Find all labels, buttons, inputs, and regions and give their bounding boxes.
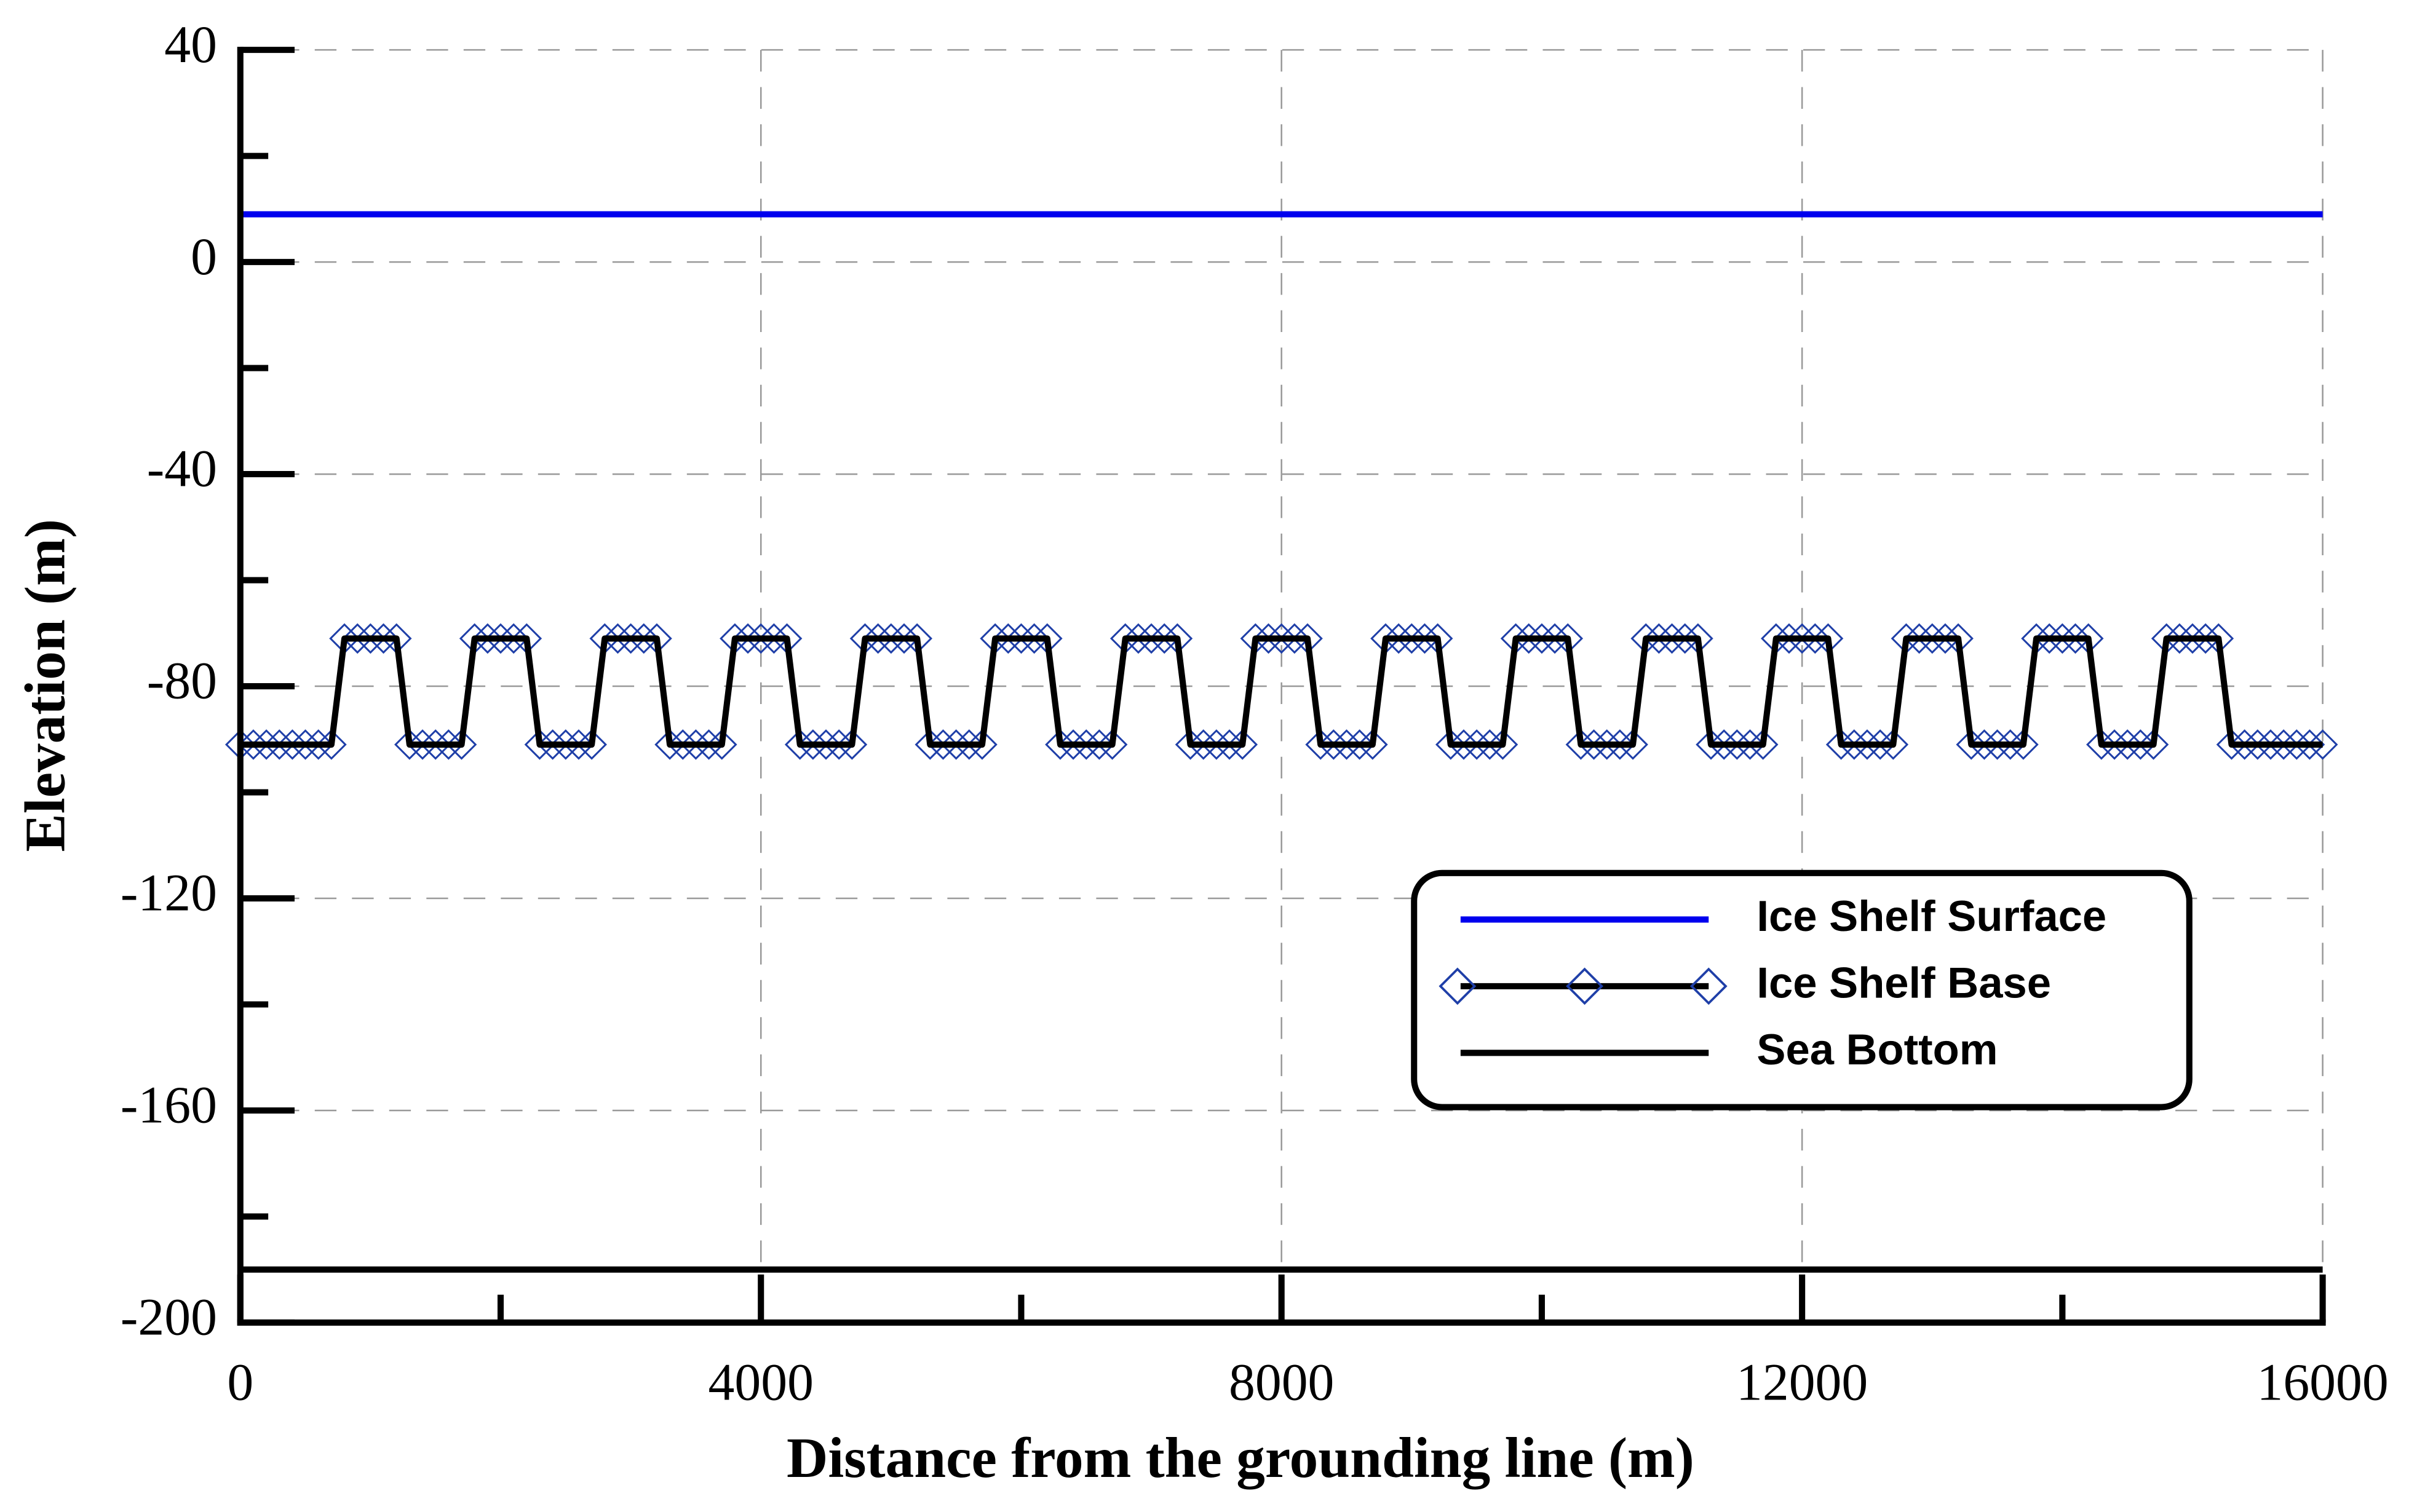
marker (1747, 729, 1779, 760)
marker (641, 623, 672, 654)
x-tick-label: 12000 (1736, 1353, 1868, 1412)
x-tick-label: 16000 (2256, 1353, 2388, 1412)
legend-label: Ice Shelf Surface (1756, 892, 2106, 940)
marker (2307, 729, 2338, 760)
x-tick-label: 0 (227, 1353, 253, 1412)
marker (316, 729, 347, 760)
marker (2138, 729, 2169, 760)
y-tick-label: -80 (147, 652, 217, 710)
marker (2073, 623, 2104, 654)
marker (1617, 729, 1648, 760)
legend-marker (1439, 967, 1477, 1005)
marker (1357, 729, 1388, 760)
marker (836, 729, 868, 760)
legend-label: Ice Shelf Base (1756, 959, 2051, 1007)
marker (1227, 729, 1258, 760)
marker (1487, 729, 1518, 760)
marker (576, 729, 607, 760)
marker (706, 729, 737, 760)
x-tick-label: 8000 (1229, 1353, 1334, 1412)
marker (381, 623, 412, 654)
marker (511, 623, 542, 654)
marker (446, 729, 477, 760)
y-tick-label: -160 (121, 1076, 217, 1134)
marker (1097, 729, 1128, 760)
marker (1683, 623, 1713, 654)
legend: Ice Shelf Surface Ice Shelf Base Sea Botto… (1439, 892, 2106, 1074)
legend-label: Sea Bottom (1756, 1025, 1998, 1074)
marker (2008, 729, 2039, 760)
y-tick-label: 0 (191, 228, 217, 286)
marker (1422, 623, 1453, 654)
y-tick-label: 40 (164, 15, 217, 74)
marker (1552, 623, 1584, 654)
marker (1162, 623, 1193, 654)
marker (1031, 623, 1063, 654)
legend-box (1411, 869, 2193, 1110)
x-axis-title: Distance from the grounding line (m) (787, 1427, 1694, 1490)
y-tick-label: -40 (147, 440, 217, 498)
marker (902, 623, 932, 654)
marker (1943, 623, 1974, 654)
series-line (240, 635, 2323, 748)
plot-area (224, 211, 2338, 1273)
marker (2203, 623, 2234, 654)
y-tick-label: -120 (121, 864, 217, 922)
x-tick-label: 4000 (708, 1353, 814, 1412)
ticks: 400-40-80-120-160-2000 4000 8000 12000 16000 (121, 15, 2389, 1412)
marker (967, 729, 998, 760)
marker (1812, 623, 1844, 654)
marker (1292, 623, 1323, 654)
y-axis-title: Elevation (m) (14, 519, 77, 852)
legend-marker (1689, 967, 1728, 1005)
grid (239, 49, 2324, 1324)
marker (2294, 729, 2325, 760)
legend-marker (1566, 967, 1603, 1005)
marker (1878, 729, 1909, 760)
marker (771, 623, 803, 654)
y-tick-label: -200 (121, 1288, 217, 1347)
